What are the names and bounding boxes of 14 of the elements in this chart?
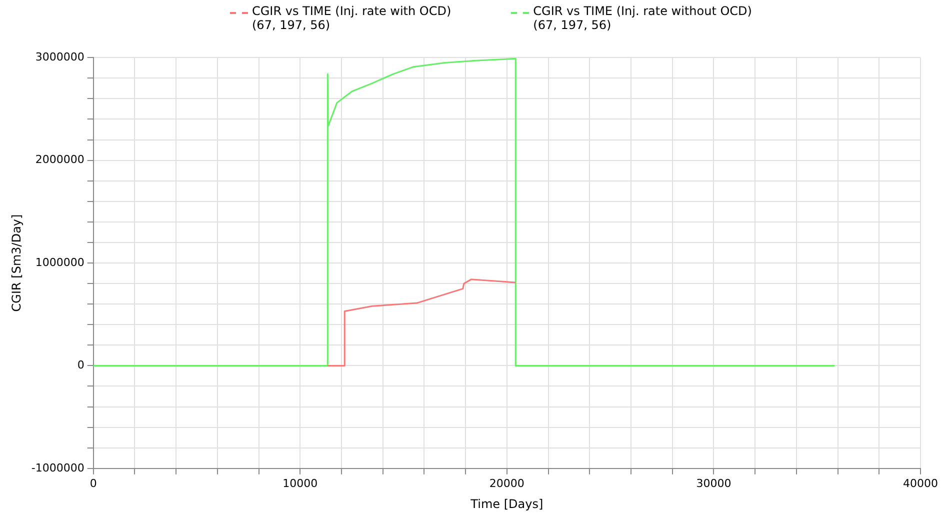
- x-tick-label: 0: [90, 476, 97, 490]
- x-tick-label: 10000: [282, 476, 318, 490]
- legend-label: CGIR vs TIME (Inj. rate with OCD) (67, 197, 56): [252, 4, 452, 32]
- y-tick-label: -1000000: [31, 461, 84, 474]
- y-tick-label: 0: [77, 358, 84, 372]
- x-tick-label: 20000: [489, 476, 524, 490]
- x-tick-label: 30000: [696, 476, 732, 490]
- legend-label: CGIR vs TIME (Inj. rate without OCD) (67, 197, 56): [533, 4, 752, 32]
- y-tick-label: 1000000: [35, 256, 84, 269]
- y-axis-title: CGIR [Sm3/Day]: [9, 214, 24, 312]
- y-tick-label: 3000000: [35, 50, 84, 64]
- x-axis-title: Time [Days]: [470, 496, 544, 511]
- y-tick-label: 2000000: [35, 153, 84, 166]
- x-tick-label: 40000: [903, 476, 938, 490]
